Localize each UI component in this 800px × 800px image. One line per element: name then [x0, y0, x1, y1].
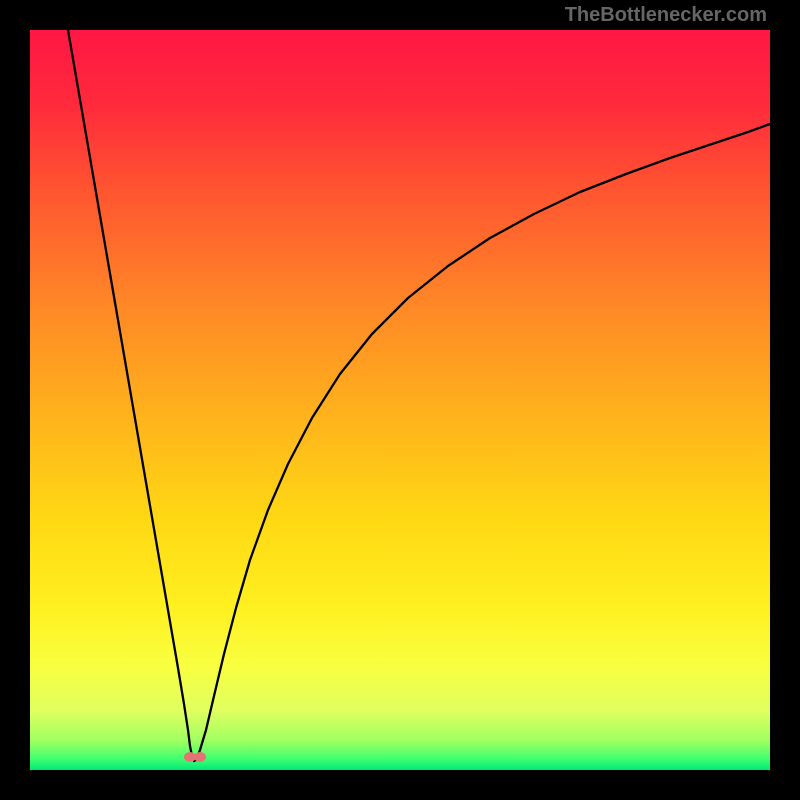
frame-border-right — [770, 0, 800, 800]
frame-border-bottom — [0, 770, 800, 800]
watermark-text: TheBottlenecker.com — [565, 4, 767, 27]
gradient-background — [30, 30, 770, 770]
plot-area — [30, 30, 770, 770]
chart-container: TheBottlenecker.com — [0, 0, 800, 800]
frame-border-left — [0, 0, 30, 800]
plot-svg — [30, 30, 770, 770]
minimum-marker-b — [194, 752, 206, 762]
